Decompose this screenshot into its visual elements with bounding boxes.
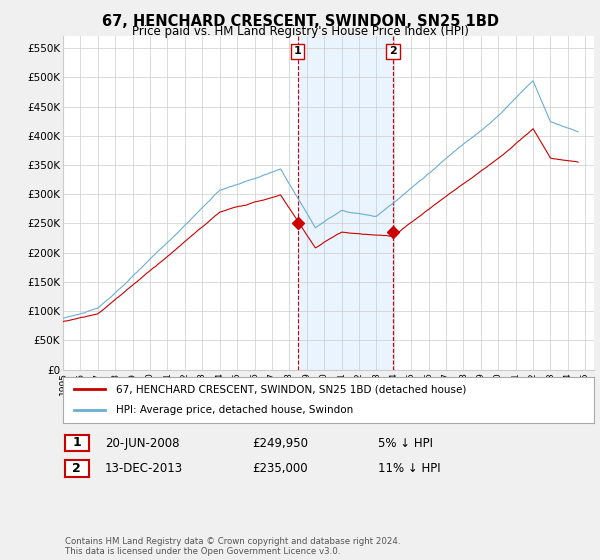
Text: 5% ↓ HPI: 5% ↓ HPI — [378, 437, 433, 450]
Text: 67, HENCHARD CRESCENT, SWINDON, SN25 1BD (detached house): 67, HENCHARD CRESCENT, SWINDON, SN25 1BD… — [116, 384, 466, 394]
Text: 2: 2 — [389, 46, 397, 57]
Text: £235,000: £235,000 — [252, 462, 308, 475]
Text: 20-JUN-2008: 20-JUN-2008 — [105, 437, 179, 450]
Text: 13-DEC-2013: 13-DEC-2013 — [105, 462, 183, 475]
Text: 2: 2 — [73, 461, 81, 475]
Text: 1: 1 — [293, 46, 301, 57]
Text: 67, HENCHARD CRESCENT, SWINDON, SN25 1BD: 67, HENCHARD CRESCENT, SWINDON, SN25 1BD — [101, 14, 499, 29]
Text: 11% ↓ HPI: 11% ↓ HPI — [378, 462, 440, 475]
Text: £249,950: £249,950 — [252, 437, 308, 450]
Text: Contains HM Land Registry data © Crown copyright and database right 2024.
This d: Contains HM Land Registry data © Crown c… — [65, 536, 400, 556]
Text: 1: 1 — [73, 436, 81, 450]
Text: Price paid vs. HM Land Registry's House Price Index (HPI): Price paid vs. HM Land Registry's House … — [131, 25, 469, 38]
Text: HPI: Average price, detached house, Swindon: HPI: Average price, detached house, Swin… — [116, 405, 353, 416]
Bar — [298, 36, 393, 370]
